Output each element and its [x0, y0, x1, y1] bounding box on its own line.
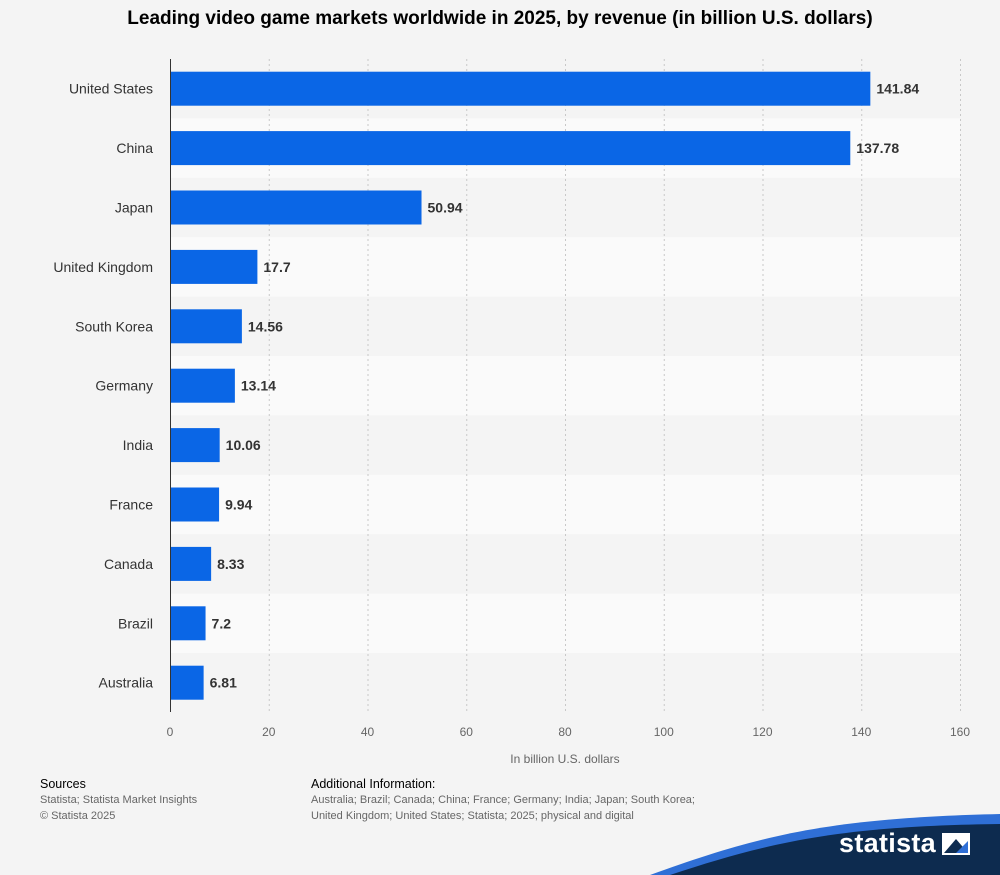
bar [170, 190, 422, 225]
bar [170, 249, 258, 284]
value-label: 6.81 [210, 675, 237, 691]
additional-info-heading: Additional Information: [311, 777, 436, 791]
footer-wave [670, 824, 1000, 875]
x-tick-label: 20 [262, 725, 276, 739]
category-label: United Kingdom [53, 259, 153, 275]
category-label: Brazil [118, 615, 153, 631]
chart-title: Leading video game markets worldwide in … [127, 8, 873, 29]
bar [170, 546, 212, 581]
value-label: 141.84 [876, 81, 919, 97]
sources-line: Statista; Statista Market Insights [40, 794, 198, 806]
value-label: 50.94 [428, 200, 463, 216]
x-tick-labels: 0 20 40 60 80 100 120 140 160 [167, 725, 971, 739]
bar [170, 309, 242, 344]
additional-info-text: Australia; Brazil; Canada; China; France… [311, 794, 695, 822]
x-tick-label: 60 [460, 725, 474, 739]
value-label: 14.56 [248, 318, 283, 334]
value-label: 10.06 [226, 437, 261, 453]
category-label: Canada [104, 556, 153, 572]
value-labels: 141.84 137.78 50.94 17.7 14.56 13.14 10.06 9.94… [210, 81, 920, 691]
value-label: 8.33 [217, 556, 244, 572]
value-label: 7.2 [212, 615, 232, 631]
category-label: France [109, 497, 153, 513]
category-label: China [116, 140, 153, 156]
statista-logo-icon [942, 832, 970, 855]
bars [170, 71, 871, 700]
grid-lines [268, 59, 961, 712]
x-tick-label: 120 [752, 725, 772, 739]
category-label: South Korea [75, 318, 153, 334]
additional-info-block: Additional Information: Australia; Brazi… [311, 776, 711, 824]
x-tick-label: 160 [950, 725, 970, 739]
sources-heading: Sources [40, 777, 86, 791]
brand-name: statista [839, 828, 936, 858]
bar [170, 428, 220, 463]
bar [170, 487, 220, 522]
value-label: 137.78 [856, 140, 899, 156]
bar [170, 131, 851, 166]
x-tick-label: 80 [558, 725, 572, 739]
row-band [170, 593, 960, 653]
x-tick-label: 40 [361, 725, 375, 739]
bar [170, 606, 206, 641]
category-label: United States [69, 81, 153, 97]
value-label: 13.14 [241, 378, 276, 394]
category-label: Australia [99, 675, 154, 691]
copyright-line: © Statista 2025 [40, 810, 116, 822]
bar [170, 71, 871, 106]
category-label: India [123, 437, 154, 453]
row-band [170, 237, 960, 297]
x-tick-label: 140 [851, 725, 871, 739]
category-labels: United States China Japan United Kingdom Sou… [53, 81, 153, 691]
category-label: Germany [95, 378, 153, 394]
x-axis-title: In billion U.S. dollars [510, 752, 619, 766]
statista-logo[interactable]: statista [839, 828, 970, 859]
x-tick-label: 100 [654, 725, 674, 739]
bar [170, 368, 235, 403]
value-label: 17.7 [263, 259, 290, 275]
value-label: 9.94 [225, 497, 252, 513]
bar [170, 665, 204, 700]
category-label: Japan [115, 200, 153, 216]
sources-block: Sources Statista; Statista Market Insigh… [40, 776, 197, 824]
x-tick-label: 0 [167, 725, 174, 739]
